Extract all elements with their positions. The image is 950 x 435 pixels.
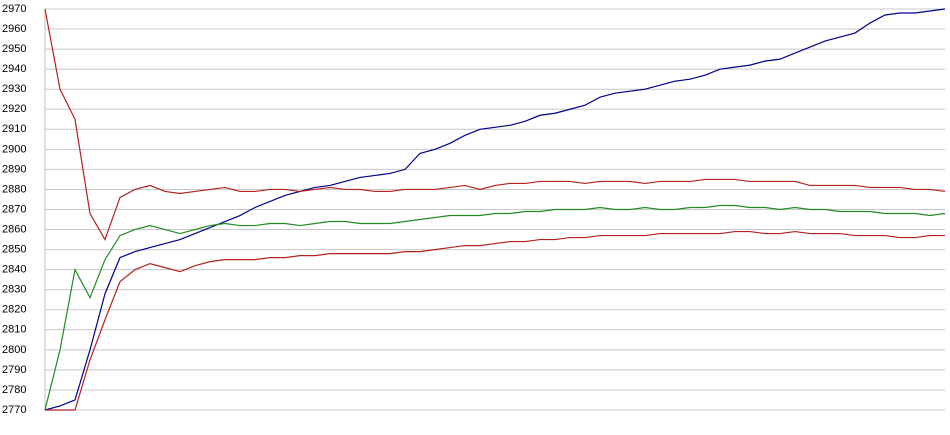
- y-tick-label: 2810: [2, 324, 26, 336]
- y-tick-label: 2800: [2, 344, 26, 356]
- y-tick-label: 2900: [2, 143, 26, 155]
- series-line: [44, 8, 946, 242]
- y-tick-label: 2960: [2, 23, 26, 35]
- y-tick-label: 2890: [2, 163, 26, 175]
- y-tick-label: 2860: [2, 223, 26, 235]
- y-tick-label: 2920: [2, 103, 26, 115]
- series-line: [44, 8, 946, 411]
- y-tick-label: 2880: [2, 183, 26, 195]
- y-tick-label: 2930: [2, 83, 26, 95]
- y-tick-label: 2840: [2, 264, 26, 276]
- series-line: [45, 230, 945, 411]
- y-tick-label: 2970: [2, 3, 26, 15]
- y-tick-label: 2940: [2, 63, 26, 75]
- y-tick-label: 2950: [2, 43, 26, 55]
- y-tick-label: 2830: [2, 284, 26, 296]
- y-tick-label: 2870: [2, 203, 26, 215]
- y-tick-label: 2850: [2, 244, 26, 256]
- y-tick-label: 2910: [2, 123, 26, 135]
- series-line: [44, 204, 946, 411]
- y-tick-label: 2790: [2, 364, 26, 376]
- y-tick-label: 2820: [2, 304, 26, 316]
- y-tick-label: 2770: [2, 404, 26, 416]
- y-tick-label: 2780: [2, 384, 26, 396]
